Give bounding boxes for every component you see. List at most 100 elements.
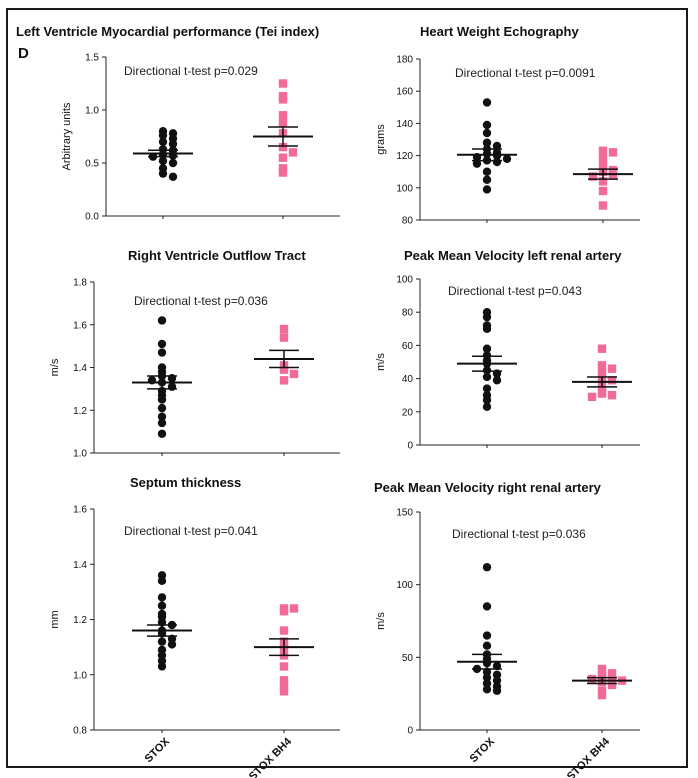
y-tick-label: 0.8 <box>73 726 87 737</box>
y-axis-label: m/s <box>49 358 61 376</box>
data-point-stox-bh4 <box>279 324 289 334</box>
data-point-stox <box>482 641 492 650</box>
data-point-stox-bh4 <box>607 669 617 678</box>
stat-annotation: Directional t-test p=0.043 <box>448 284 582 298</box>
chart-panel-4: Peak Mean Velocity left renal artery Dire… <box>375 248 640 452</box>
data-point-stox <box>492 157 502 167</box>
data-point-stox <box>482 602 492 611</box>
data-point-stox-bh4 <box>597 686 607 695</box>
data-point-stox-bh4 <box>607 680 617 690</box>
data-point-stox-bh4 <box>597 344 607 353</box>
data-point-stox <box>482 167 492 176</box>
data-point-stox <box>482 175 492 184</box>
data-point-stox-bh4 <box>289 369 299 379</box>
data-point-stox-bh4 <box>289 604 299 613</box>
chart-title: Right Ventricle Outflow Tract <box>128 248 306 263</box>
data-point-stox-bh4 <box>278 164 288 173</box>
data-point-stox <box>168 139 178 149</box>
data-point-stox <box>167 373 177 383</box>
data-point-stox <box>492 686 502 695</box>
stat-annotation: Directional t-test p=0.0091 <box>455 66 596 80</box>
data-point-stox <box>482 563 492 572</box>
data-point-stox <box>168 172 178 181</box>
data-point-stox <box>482 312 492 322</box>
y-tick-label: 50 <box>402 653 414 664</box>
data-point-stox-bh4 <box>278 142 288 152</box>
data-point-stox <box>157 348 167 357</box>
data-point-stox-bh4 <box>608 148 618 157</box>
data-point-stox <box>157 637 167 646</box>
data-point-stox-bh4 <box>279 687 289 696</box>
y-tick-label: 100 <box>396 183 413 194</box>
data-point-stox <box>157 418 167 428</box>
data-point-stox <box>472 159 482 168</box>
data-point-stox <box>482 631 492 640</box>
stat-annotation: Directional t-test p=0.041 <box>124 524 258 538</box>
data-point-stox <box>157 403 167 413</box>
y-tick-label: 60 <box>402 341 414 352</box>
x-category-label: STOX <box>143 735 173 765</box>
data-point-stox <box>482 685 492 694</box>
data-point-stox-bh4 <box>607 376 617 385</box>
chart-title: Left Ventricle Myocardial performance (T… <box>16 24 319 39</box>
y-tick-label: 1.2 <box>73 406 87 417</box>
data-point-stox <box>482 185 492 194</box>
data-point-stox <box>482 128 492 138</box>
data-point-stox <box>167 382 177 391</box>
data-point-stox-bh4 <box>279 365 289 374</box>
data-point-stox-bh4 <box>587 392 597 402</box>
data-point-stox <box>482 138 492 147</box>
y-tick-label: 80 <box>402 216 414 227</box>
data-point-stox-bh4 <box>278 79 288 88</box>
y-tick-label: 140 <box>396 119 413 130</box>
y-tick-label: 160 <box>396 87 413 98</box>
data-point-stox-bh4 <box>279 681 289 690</box>
data-point-stox <box>168 158 178 168</box>
data-point-stox-bh4 <box>597 367 607 377</box>
chart-title: Heart Weight Echography <box>420 24 579 39</box>
data-point-stox <box>482 372 492 382</box>
chart-panel-1: Left Ventricle Myocardial performance (T… <box>16 24 340 223</box>
y-tick-label: 1.8 <box>73 278 87 289</box>
data-point-stox <box>157 593 167 602</box>
y-tick-label: 0.0 <box>85 212 99 223</box>
y-tick-label: 20 <box>402 407 414 418</box>
data-point-stox <box>157 601 167 610</box>
data-point-stox-bh4 <box>279 662 289 671</box>
data-point-stox-bh4 <box>278 95 288 104</box>
data-point-stox <box>492 676 502 685</box>
data-point-stox <box>157 429 167 438</box>
data-point-stox <box>157 316 167 325</box>
data-point-stox-bh4 <box>278 168 288 177</box>
chart-panel-3: Right Ventricle Outflow Tract Directional… <box>49 248 340 460</box>
stat-annotation: Directional t-test p=0.036 <box>134 294 268 308</box>
data-point-stox <box>482 402 492 412</box>
data-point-stox-bh4 <box>279 333 289 342</box>
data-point-stox-bh4 <box>587 674 597 684</box>
chart-title: Septum thickness <box>130 475 241 490</box>
data-point-stox <box>492 141 502 151</box>
data-point-stox <box>482 120 492 130</box>
y-tick-label: 0 <box>407 441 413 452</box>
data-point-stox <box>482 98 492 107</box>
stat-annotation: Directional t-test p=0.029 <box>124 64 258 78</box>
y-tick-label: 1.5 <box>85 53 99 64</box>
data-point-stox <box>157 339 167 349</box>
data-point-stox <box>482 679 492 688</box>
y-tick-label: 0.5 <box>85 159 99 170</box>
data-point-stox-bh4 <box>598 201 608 210</box>
data-point-stox <box>158 137 168 146</box>
chart-panel-2: Heart Weight Echography Directional t-tes… <box>375 24 640 227</box>
y-tick-label: 1.0 <box>73 670 87 681</box>
panel-letter: D <box>18 45 29 62</box>
figure-frame <box>6 8 688 768</box>
y-tick-label: 1.2 <box>73 615 87 626</box>
data-point-stox-bh4 <box>598 146 608 155</box>
data-point-stox <box>157 576 167 586</box>
data-point-stox-bh4 <box>278 111 288 120</box>
x-category-label: STOX <box>468 735 498 765</box>
data-point-stox <box>492 661 502 671</box>
y-tick-label: 100 <box>396 580 413 591</box>
y-tick-label: 150 <box>396 508 413 519</box>
